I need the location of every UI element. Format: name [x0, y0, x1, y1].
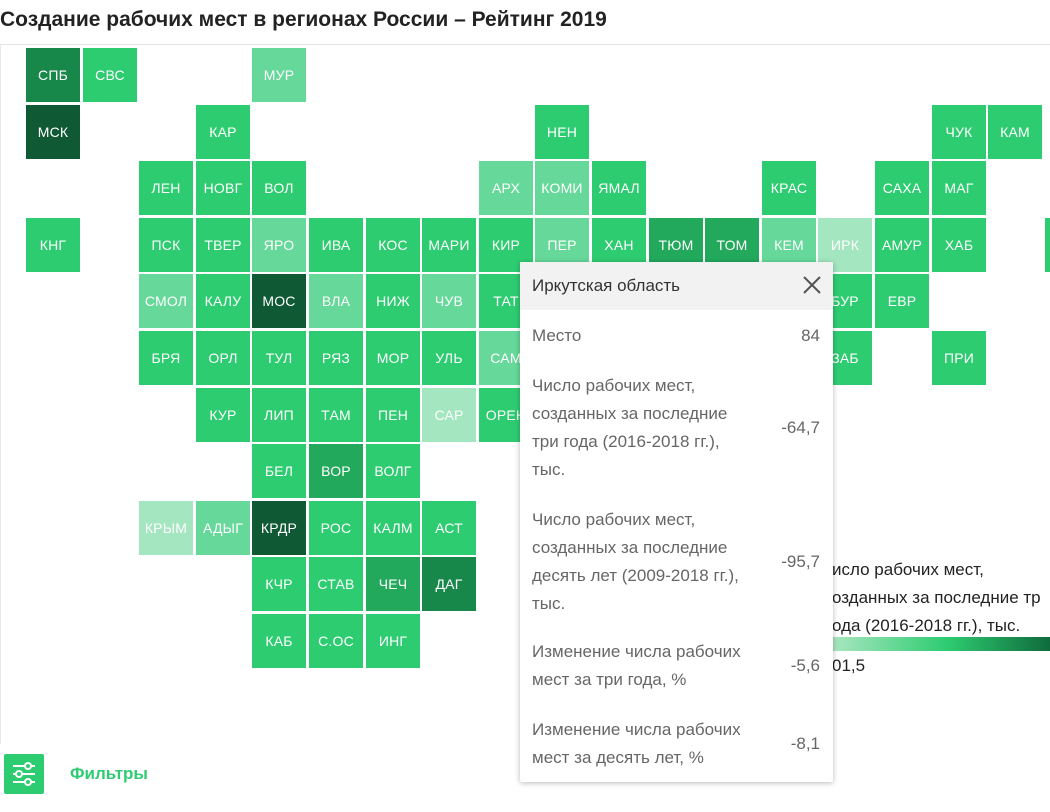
region-tile[interactable]: ПЕН	[366, 388, 420, 442]
region-tile[interactable]: ЯРО	[252, 218, 306, 272]
tooltip-row-label: Изменение числа рабочих мест за три года…	[532, 642, 741, 689]
region-tile[interactable]: МОР	[366, 331, 420, 385]
region-tile[interactable]: ДАГ	[422, 557, 476, 611]
region-tooltip: Иркутская область Место 84 Число рабочих…	[520, 262, 833, 782]
tooltip-row-jobs-10y: Число рабочих мест, созданных за последн…	[532, 506, 822, 618]
region-tile[interactable]: ОРЛ	[196, 331, 250, 385]
region-tile[interactable]	[1045, 218, 1050, 272]
header-divider	[0, 44, 1050, 45]
left-divider	[0, 44, 1, 744]
region-tile[interactable]: С.ОС	[309, 614, 363, 668]
region-tile[interactable]: АМУР	[875, 218, 929, 272]
tooltip-row-value: -8,1	[790, 734, 820, 753]
region-tile[interactable]: КОМИ	[535, 161, 589, 215]
close-icon[interactable]	[801, 274, 823, 296]
region-tile[interactable]: ПРИ	[932, 331, 986, 385]
region-tile[interactable]: ПСК	[139, 218, 193, 272]
region-tile[interactable]: ЛИП	[252, 388, 306, 442]
filters-button[interactable]	[4, 754, 44, 794]
page-title: Создание рабочих мест в регионах России …	[0, 8, 607, 31]
region-tile[interactable]: НИЖ	[366, 274, 420, 328]
tooltip-row-value: -5,6	[790, 656, 820, 675]
region-tile[interactable]: АДЫГ	[196, 501, 250, 555]
region-tile[interactable]: МОС	[252, 274, 306, 328]
legend-color-scale	[820, 637, 1050, 651]
region-tile[interactable]: КРАС	[762, 161, 816, 215]
tooltip-header: Иркутская область	[520, 262, 833, 310]
tooltip-row-value: -64,7	[781, 418, 820, 437]
region-tile[interactable]: АСТ	[422, 501, 476, 555]
region-tile[interactable]: СТАВ	[309, 557, 363, 611]
tooltip-row-change-10y: Изменение числа рабочих мест за десять л…	[532, 716, 822, 772]
region-tile[interactable]: МСК	[26, 105, 80, 159]
region-tile[interactable]: КАБ	[252, 614, 306, 668]
region-tile[interactable]: СВС	[83, 48, 137, 102]
region-tile[interactable]: КРДР	[252, 501, 306, 555]
region-tile[interactable]: КАЛУ	[196, 274, 250, 328]
region-tile[interactable]: ЛЕН	[139, 161, 193, 215]
region-tile[interactable]: МУР	[252, 48, 306, 102]
tooltip-row-rank: Место 84	[532, 322, 822, 350]
region-tile[interactable]: КУР	[196, 388, 250, 442]
region-tile[interactable]: НОВГ	[196, 161, 250, 215]
tooltip-row-value: -95,7	[781, 552, 820, 571]
region-tile[interactable]: НЕН	[535, 105, 589, 159]
region-tile[interactable]: МАГ	[932, 161, 986, 215]
region-tile[interactable]: АРХ	[479, 161, 533, 215]
region-tile[interactable]: ХАБ	[932, 218, 986, 272]
region-tile[interactable]: ВОЛ	[252, 161, 306, 215]
tooltip-row-label: Изменение числа рабочих мест за десять л…	[532, 720, 741, 767]
region-tile[interactable]: УЛЬ	[422, 331, 476, 385]
legend-label-text: исло рабочих мест, озданных за последние…	[832, 560, 1041, 635]
filters-label[interactable]: Фильтры	[70, 764, 148, 783]
tooltip-row-jobs-3y: Число рабочих мест, созданных за последн…	[532, 372, 822, 484]
region-tile[interactable]: ИНГ	[366, 614, 420, 668]
region-tile[interactable]: СПБ	[26, 48, 80, 102]
region-tile[interactable]: КНГ	[26, 218, 80, 272]
region-tile[interactable]: БЕЛ	[252, 444, 306, 498]
region-tile[interactable]: ВЛА	[309, 274, 363, 328]
region-tile[interactable]: ЯМАЛ	[592, 161, 646, 215]
tooltip-row-value: 84	[801, 326, 820, 345]
region-tile[interactable]: ВОР	[309, 444, 363, 498]
region-tile[interactable]: ТВЕР	[196, 218, 250, 272]
legend-max-value: 01,5	[832, 656, 866, 675]
tooltip-row-change-3y: Изменение числа рабочих мест за три года…	[532, 638, 822, 694]
region-tile[interactable]: КЧР	[252, 557, 306, 611]
region-tile[interactable]: САХА	[875, 161, 929, 215]
tooltip-row-label: Место	[532, 326, 582, 345]
tooltip-title: Иркутская область	[532, 276, 681, 295]
tooltip-row-label: Число рабочих мест, созданных за последн…	[532, 510, 739, 613]
region-tile[interactable]: КАЛМ	[366, 501, 420, 555]
region-tile[interactable]: БРЯ	[139, 331, 193, 385]
tooltip-row-label: Число рабочих мест, созданных за последн…	[532, 376, 728, 479]
region-tile[interactable]: ТУЛ	[252, 331, 306, 385]
sliders-icon	[13, 762, 35, 786]
region-tile[interactable]: ЕВР	[875, 274, 929, 328]
region-tile[interactable]: ИВА	[309, 218, 363, 272]
region-tile[interactable]: САР	[422, 388, 476, 442]
legend-label: исло рабочих мест, озданных за последние…	[832, 556, 1050, 640]
region-tile[interactable]: КОС	[366, 218, 420, 272]
region-tile[interactable]: ВОЛГ	[366, 444, 420, 498]
region-tile[interactable]: КРЫМ	[139, 501, 193, 555]
region-tile[interactable]: ЧУК	[932, 105, 986, 159]
region-tile[interactable]: ЧЕЧ	[366, 557, 420, 611]
region-tile[interactable]: КАМ	[988, 105, 1042, 159]
region-tile[interactable]: РЯЗ	[309, 331, 363, 385]
region-tile[interactable]: СМОЛ	[139, 274, 193, 328]
region-tile[interactable]: КАР	[196, 105, 250, 159]
region-tile[interactable]: ЧУВ	[422, 274, 476, 328]
region-tile[interactable]: МАРИ	[422, 218, 476, 272]
region-tile[interactable]: РОС	[309, 501, 363, 555]
region-tile[interactable]: ТАМ	[309, 388, 363, 442]
